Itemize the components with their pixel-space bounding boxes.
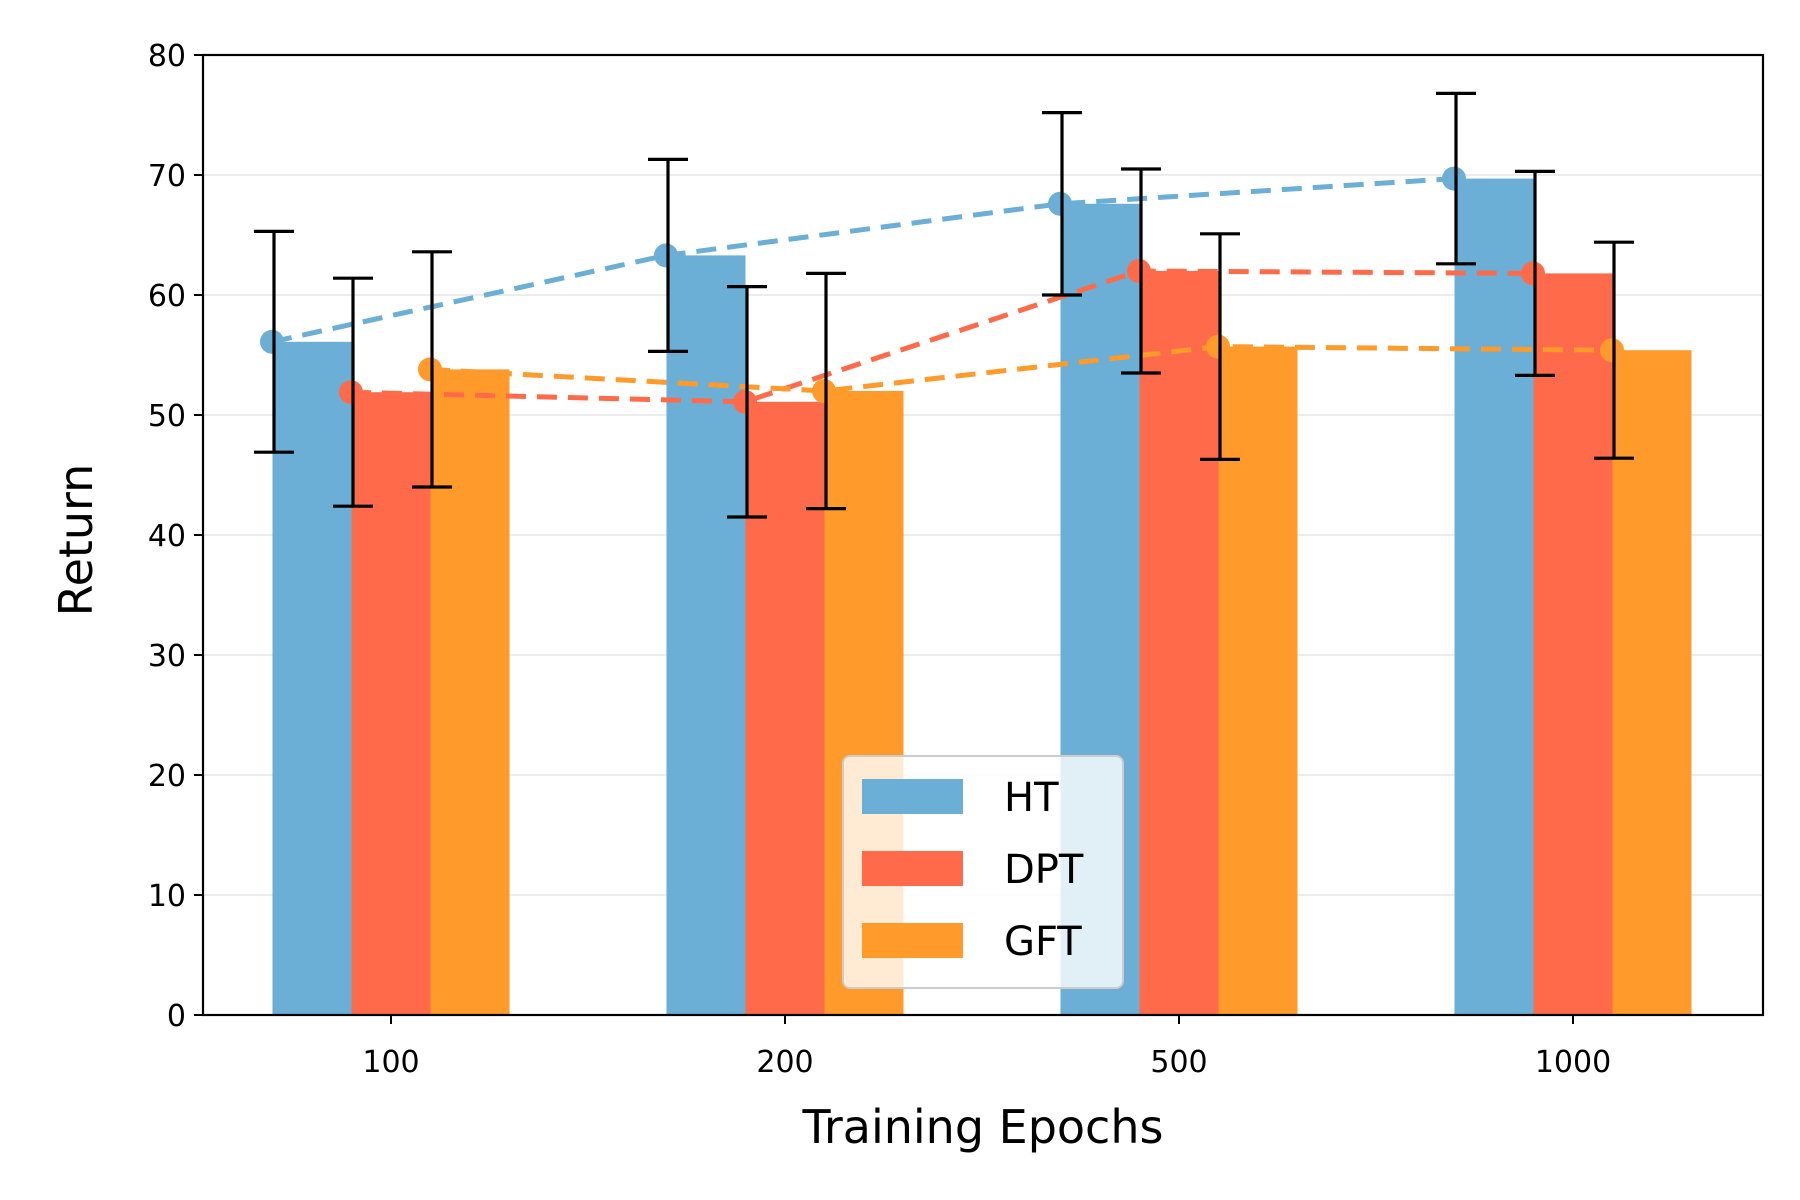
x-tick-label: 500 <box>1150 1045 1207 1080</box>
bar-dpt <box>745 401 825 1015</box>
point-gft <box>1600 338 1624 363</box>
bar-dpt <box>1139 271 1219 1015</box>
bar-dpt <box>1533 273 1613 1015</box>
trend-line-dpt <box>350 268 1534 405</box>
point-gft <box>812 379 836 403</box>
y-tick-label: 70 <box>148 159 186 194</box>
bar-ht <box>666 255 746 1015</box>
y-tick-label: 30 <box>148 639 186 674</box>
x-axis-title: Training Epochs <box>802 1100 1164 1154</box>
bar-ht <box>272 341 352 1015</box>
bar-gft <box>1218 346 1298 1016</box>
y-tick-label: 60 <box>148 279 186 314</box>
legend-label-dpt: DPT <box>1004 847 1084 893</box>
point-ht <box>654 243 678 268</box>
y-tick-label: 10 <box>148 879 186 914</box>
bar-dpt <box>351 392 431 1015</box>
legend-swatch-gft <box>862 923 963 958</box>
y-tick-label: 80 <box>148 39 186 74</box>
x-tick-label: 1000 <box>1535 1045 1611 1080</box>
point-ht <box>1442 166 1466 191</box>
bar-ht <box>1454 178 1534 1016</box>
point-ht <box>1048 191 1072 216</box>
legend-swatch-dpt <box>862 851 963 886</box>
point-dpt <box>733 389 757 414</box>
x-tick-label: 200 <box>756 1045 813 1080</box>
y-tick-label: 40 <box>148 519 186 554</box>
point-gft <box>1206 334 1230 359</box>
point-ht <box>260 329 284 354</box>
legend-label-gft: GFT <box>1004 919 1082 965</box>
point-gft <box>418 357 442 382</box>
trend-line-ht <box>271 176 1455 345</box>
x-axis: 100 200 500 1000 <box>362 1015 1611 1080</box>
legend: HT DPT GFT <box>842 755 1124 989</box>
point-dpt <box>1521 261 1545 286</box>
trend-lines-layer <box>260 166 1624 414</box>
legend-swatch-ht <box>862 779 963 814</box>
y-tick-label: 20 <box>148 759 186 794</box>
legend-label-ht: HT <box>1004 775 1059 821</box>
trend-line-gft <box>429 344 1613 394</box>
x-tick-label: 100 <box>362 1045 419 1080</box>
point-dpt <box>339 380 363 405</box>
y-axis: 0 10 20 30 40 50 60 70 80 <box>148 39 203 1034</box>
bar-gft <box>1612 350 1692 1015</box>
point-dpt <box>1127 259 1151 283</box>
error-bars-layer <box>254 91 1634 519</box>
bar-gft <box>430 369 510 1015</box>
y-tick-label: 0 <box>167 999 186 1034</box>
y-axis-title: Return <box>49 464 103 617</box>
y-tick-label: 50 <box>148 399 186 434</box>
